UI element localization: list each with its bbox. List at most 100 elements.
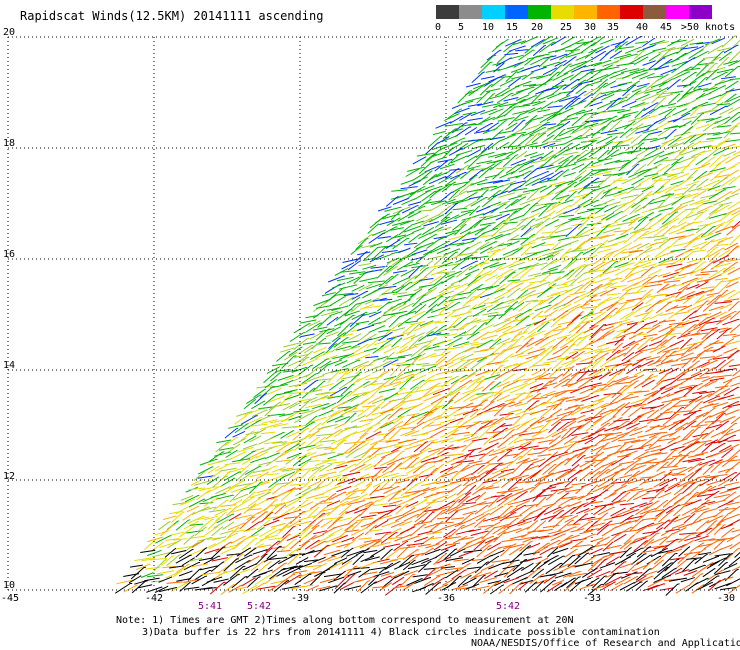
wind-barb [321,291,336,297]
wind-barb [676,480,691,488]
wind-barb [629,430,643,437]
wind-barb [586,92,603,106]
wind-barb [702,395,720,404]
wind-barb [673,378,691,389]
wind-barb [698,538,715,543]
wind-barb [588,337,605,346]
wind-barb [676,319,690,328]
wind-barb [601,212,615,221]
wind-barb [250,526,265,537]
wind-barb [676,466,693,475]
wind-barb [306,459,320,463]
wind-barb [313,436,326,446]
wind-barb [634,511,650,523]
wind-barb [297,398,311,402]
wind-barb [687,414,704,425]
wind-barb [399,376,415,390]
wind-barb [244,408,262,416]
wind-barb [247,497,261,507]
wind-barb [488,562,506,570]
wind-barb [504,198,519,210]
wind-barb [661,329,675,342]
wind-barb [544,393,560,405]
wind-barb [605,88,622,97]
wind-barb [460,209,474,213]
wind-barb [289,483,305,486]
wind-barb [530,424,544,430]
wind-barb [379,559,398,565]
wind-barb [416,506,431,518]
wind-barb [269,568,286,580]
wind-barb [580,295,597,308]
wind-barb [540,514,557,521]
wind-barb [483,433,498,446]
wind-barb [708,80,725,91]
wind-barb [687,221,703,225]
wind-barb [687,326,702,333]
wind-barb [640,458,657,465]
wind-barb [502,248,519,256]
wind-barb [509,326,526,334]
wind-barb [579,386,597,395]
wind-barb [425,467,438,480]
wind-barb [422,429,436,435]
wind-barb [634,48,648,60]
wind-barb [656,50,671,63]
wind-barb [585,131,601,137]
wind-barb [519,198,536,206]
wind-barb [336,391,352,404]
wind-barb [397,212,415,222]
wind-barb [354,250,368,263]
wind-barb [563,65,581,75]
wind-barb [388,397,405,403]
wind-barb [597,506,615,516]
wind-barb [423,438,438,444]
wind-barb [604,277,619,286]
wind-barb [344,441,362,445]
wind-barb [237,497,255,508]
wind-barb [381,520,399,528]
wind-barb [377,206,392,212]
wind-barb [343,539,356,549]
wind-barb [509,54,524,60]
wind-barb [550,84,567,96]
wind-barb [670,283,685,288]
wind-barb [338,504,352,516]
wind-barb [688,119,702,131]
wind-barb [565,331,579,342]
wind-barb [485,555,500,566]
wind-barb [387,407,403,420]
wind-barb [251,400,266,410]
wind-barb [445,387,460,398]
wind-barb [285,431,300,439]
wind-barb [708,205,724,215]
wind-barb [395,503,409,515]
wind-barb [292,455,307,467]
wind-barb [351,543,367,550]
wind-barb [706,515,724,524]
wind-barb [634,534,652,541]
wind-barb [544,430,559,439]
wind-barb [628,116,643,123]
wind-barb [611,491,627,503]
wind-barb [600,115,618,125]
wind-barb [653,417,670,422]
wind-barb [701,156,716,167]
wind-barb [606,339,625,345]
wind-barb [675,135,693,142]
wind-barb [614,140,629,143]
wind-barb [497,200,511,206]
wind-barb [427,447,445,453]
wind-barb [515,315,530,326]
wind-barb [299,466,318,472]
wind-barb [373,422,388,433]
wind-barb [447,128,463,134]
wind-barb [634,311,651,318]
wind-barb [521,445,539,450]
wind-barb [398,247,411,254]
wind-barb [453,411,469,417]
wind-barb [568,349,584,354]
wind-barb [622,375,638,381]
wind-barb [537,321,550,333]
wind-barb [510,247,524,257]
